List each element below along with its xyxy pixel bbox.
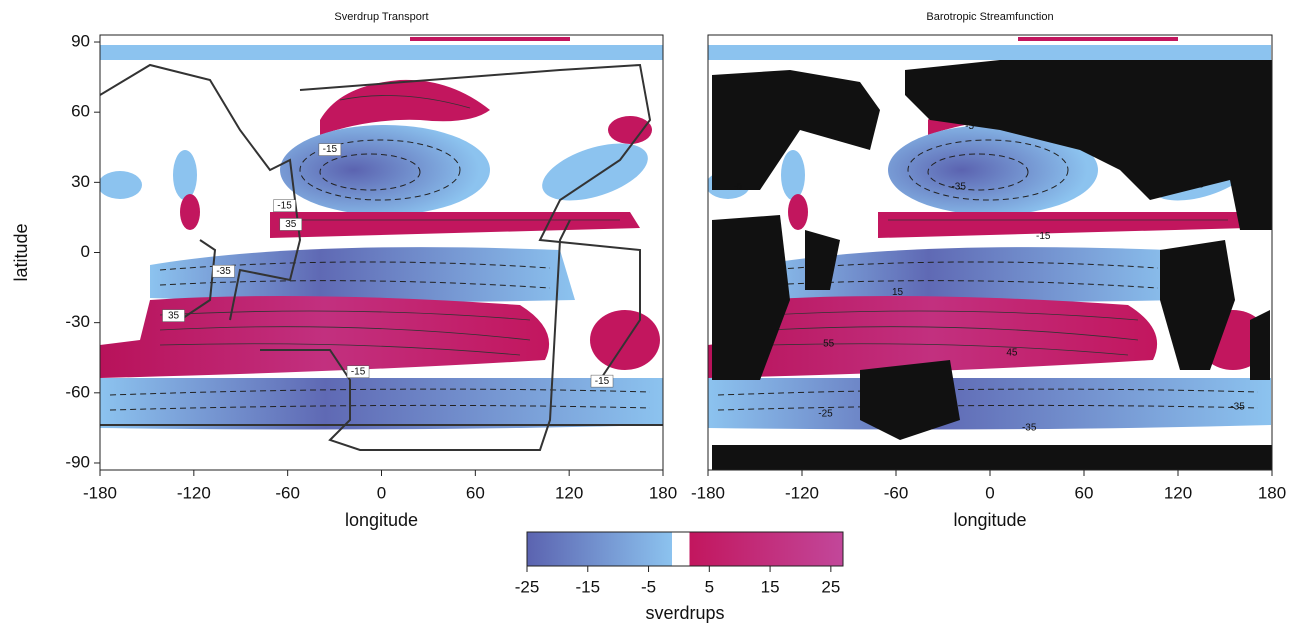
contour-label: -25 (818, 409, 833, 420)
y-axis-label: latitude (11, 223, 31, 281)
x-tick-label: 60 (466, 483, 485, 502)
contour-label: -35 (216, 266, 231, 277)
x-tick-label: -180 (83, 483, 117, 502)
contour-label: -15 (277, 200, 292, 211)
colorbar-tick-label: -5 (641, 577, 656, 596)
contour-label: -15 (1036, 231, 1051, 242)
y-tick-label: -60 (65, 382, 90, 401)
x-axis-label: longitude (345, 510, 418, 530)
contour-label: -35 (951, 182, 966, 193)
colorbar-tick-label: 25 (821, 577, 840, 596)
y-tick-label: -30 (65, 312, 90, 331)
contour-label: -35 (1230, 401, 1245, 412)
y-tick-label: -90 (65, 452, 90, 471)
y-tick-label: 30 (71, 172, 90, 191)
x-tick-label: 0 (985, 483, 994, 502)
x-tick-label: -60 (275, 483, 300, 502)
contour-label: 55 (823, 338, 835, 349)
contour-label: -5 (733, 182, 742, 193)
contour-label: 35 (168, 310, 180, 321)
label-box (318, 143, 342, 156)
colorbar (526, 531, 844, 567)
y-tick-label: 0 (81, 242, 90, 261)
contour-label: 35 (285, 219, 297, 230)
contour-label: 15 (1193, 179, 1205, 190)
contour-label: -5 (965, 121, 974, 132)
x-tick-label: 120 (1164, 483, 1192, 502)
label-box (279, 218, 303, 231)
left-field (100, 36, 663, 451)
right-field (708, 36, 1272, 470)
label-box (590, 374, 614, 388)
label-box (346, 365, 370, 379)
x-tick-label: -120 (785, 483, 819, 502)
x-axis-label: longitude (953, 510, 1026, 530)
contour-label: 45 (1006, 348, 1018, 359)
x-tick-label: -180 (691, 483, 725, 502)
label-box (273, 199, 296, 212)
colorbar-tick-label: -15 (575, 577, 600, 596)
x-tick-label: 180 (1258, 483, 1286, 502)
x-tick-label: 0 (377, 483, 386, 502)
x-tick-label: -60 (884, 483, 909, 502)
contour-label: -35 (1022, 423, 1037, 434)
label-box (212, 264, 235, 278)
y-tick-label: 90 (71, 32, 90, 51)
contour-label: -15 (351, 366, 366, 377)
colorbar-tick-label: 15 (761, 577, 780, 596)
label-box (162, 309, 185, 322)
x-tick-label: 60 (1075, 483, 1094, 502)
chart-title: Barotropic Streamfunction (926, 11, 1053, 23)
contour-label: 15 (892, 287, 904, 298)
x-tick-label: -120 (177, 483, 211, 502)
colorbar-label: sverdrups (645, 603, 724, 623)
colorbar-tick-label: -25 (515, 577, 540, 596)
x-tick-label: 120 (555, 483, 583, 502)
colorbar-tick-label: 5 (705, 577, 714, 596)
contour-label: -15 (595, 376, 610, 387)
x-tick-label: 180 (649, 483, 677, 502)
chart-title: Sverdrup Transport (334, 11, 428, 23)
contour-label: -15 (323, 144, 338, 155)
y-tick-label: 60 (71, 102, 90, 121)
